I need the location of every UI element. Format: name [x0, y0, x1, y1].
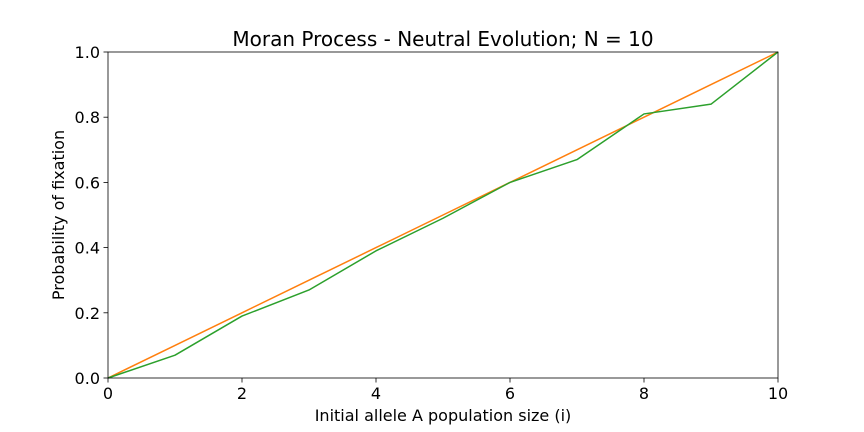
x-tick-label: 8	[639, 384, 649, 403]
x-tick-label: 2	[237, 384, 247, 403]
y-tick-label: 1.0	[75, 43, 100, 62]
y-tick-label: 0.0	[75, 369, 100, 388]
y-tick-label: 0.6	[75, 173, 100, 192]
y-tick-label: 0.4	[75, 239, 100, 258]
series-line-1	[107, 51, 779, 379]
x-tick-label: 10	[768, 384, 788, 403]
y-tick-label: 0.2	[75, 304, 100, 323]
x-tick-label: 6	[505, 384, 515, 403]
chart-title: Moran Process - Neutral Evolution; N = 1…	[232, 27, 653, 51]
y-tick-label: 0.8	[75, 108, 100, 127]
axes-layer: 0 2 4 6 8 10 0.0 0.2 0.4 0.6 0.8 1.0	[75, 43, 789, 403]
series-line-2	[107, 51, 779, 379]
x-axis-label: Initial allele A population size (i)	[315, 406, 572, 425]
series-layer	[107, 51, 779, 379]
x-tick-label: 4	[371, 384, 381, 403]
x-tick-label: 0	[103, 384, 113, 403]
axes-frame	[107, 51, 779, 379]
y-axis-label: Probability of fixation	[49, 130, 68, 300]
